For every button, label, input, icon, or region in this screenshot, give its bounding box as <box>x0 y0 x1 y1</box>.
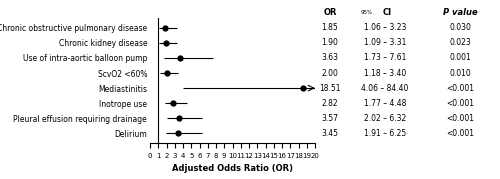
Text: 2.00: 2.00 <box>322 69 338 78</box>
Text: 1.77 – 4.48: 1.77 – 4.48 <box>364 99 406 108</box>
Text: 1.90: 1.90 <box>322 38 338 47</box>
Text: 1.06 – 3.23: 1.06 – 3.23 <box>364 23 406 32</box>
Text: 2.02 – 6.32: 2.02 – 6.32 <box>364 114 406 123</box>
Text: CI: CI <box>382 8 392 17</box>
Text: <0.001: <0.001 <box>446 114 474 123</box>
Text: 2.82: 2.82 <box>322 99 338 108</box>
Text: 1.18 – 3.40: 1.18 – 3.40 <box>364 69 406 78</box>
Text: <0.001: <0.001 <box>446 129 474 138</box>
Text: 0.001: 0.001 <box>449 53 471 62</box>
Text: 0.010: 0.010 <box>449 69 471 78</box>
Text: <0.001: <0.001 <box>446 99 474 108</box>
Text: 1.73 – 7.61: 1.73 – 7.61 <box>364 53 406 62</box>
Text: OR: OR <box>323 8 337 17</box>
Text: 3.45: 3.45 <box>322 129 338 138</box>
Text: 3.63: 3.63 <box>322 53 338 62</box>
Text: 0.023: 0.023 <box>449 38 471 47</box>
Text: 0.030: 0.030 <box>449 23 471 32</box>
Text: 1.85: 1.85 <box>322 23 338 32</box>
Text: P value: P value <box>442 8 478 17</box>
Text: 95%: 95% <box>360 10 372 15</box>
Text: 18.51: 18.51 <box>320 84 341 93</box>
Text: 1.09 – 3.31: 1.09 – 3.31 <box>364 38 406 47</box>
X-axis label: Adjusted Odds Ratio (OR): Adjusted Odds Ratio (OR) <box>172 165 293 173</box>
Text: <0.001: <0.001 <box>446 84 474 93</box>
Text: 4.06 – 84.40: 4.06 – 84.40 <box>362 84 408 93</box>
Text: 3.57: 3.57 <box>322 114 338 123</box>
Text: 1.91 – 6.25: 1.91 – 6.25 <box>364 129 406 138</box>
